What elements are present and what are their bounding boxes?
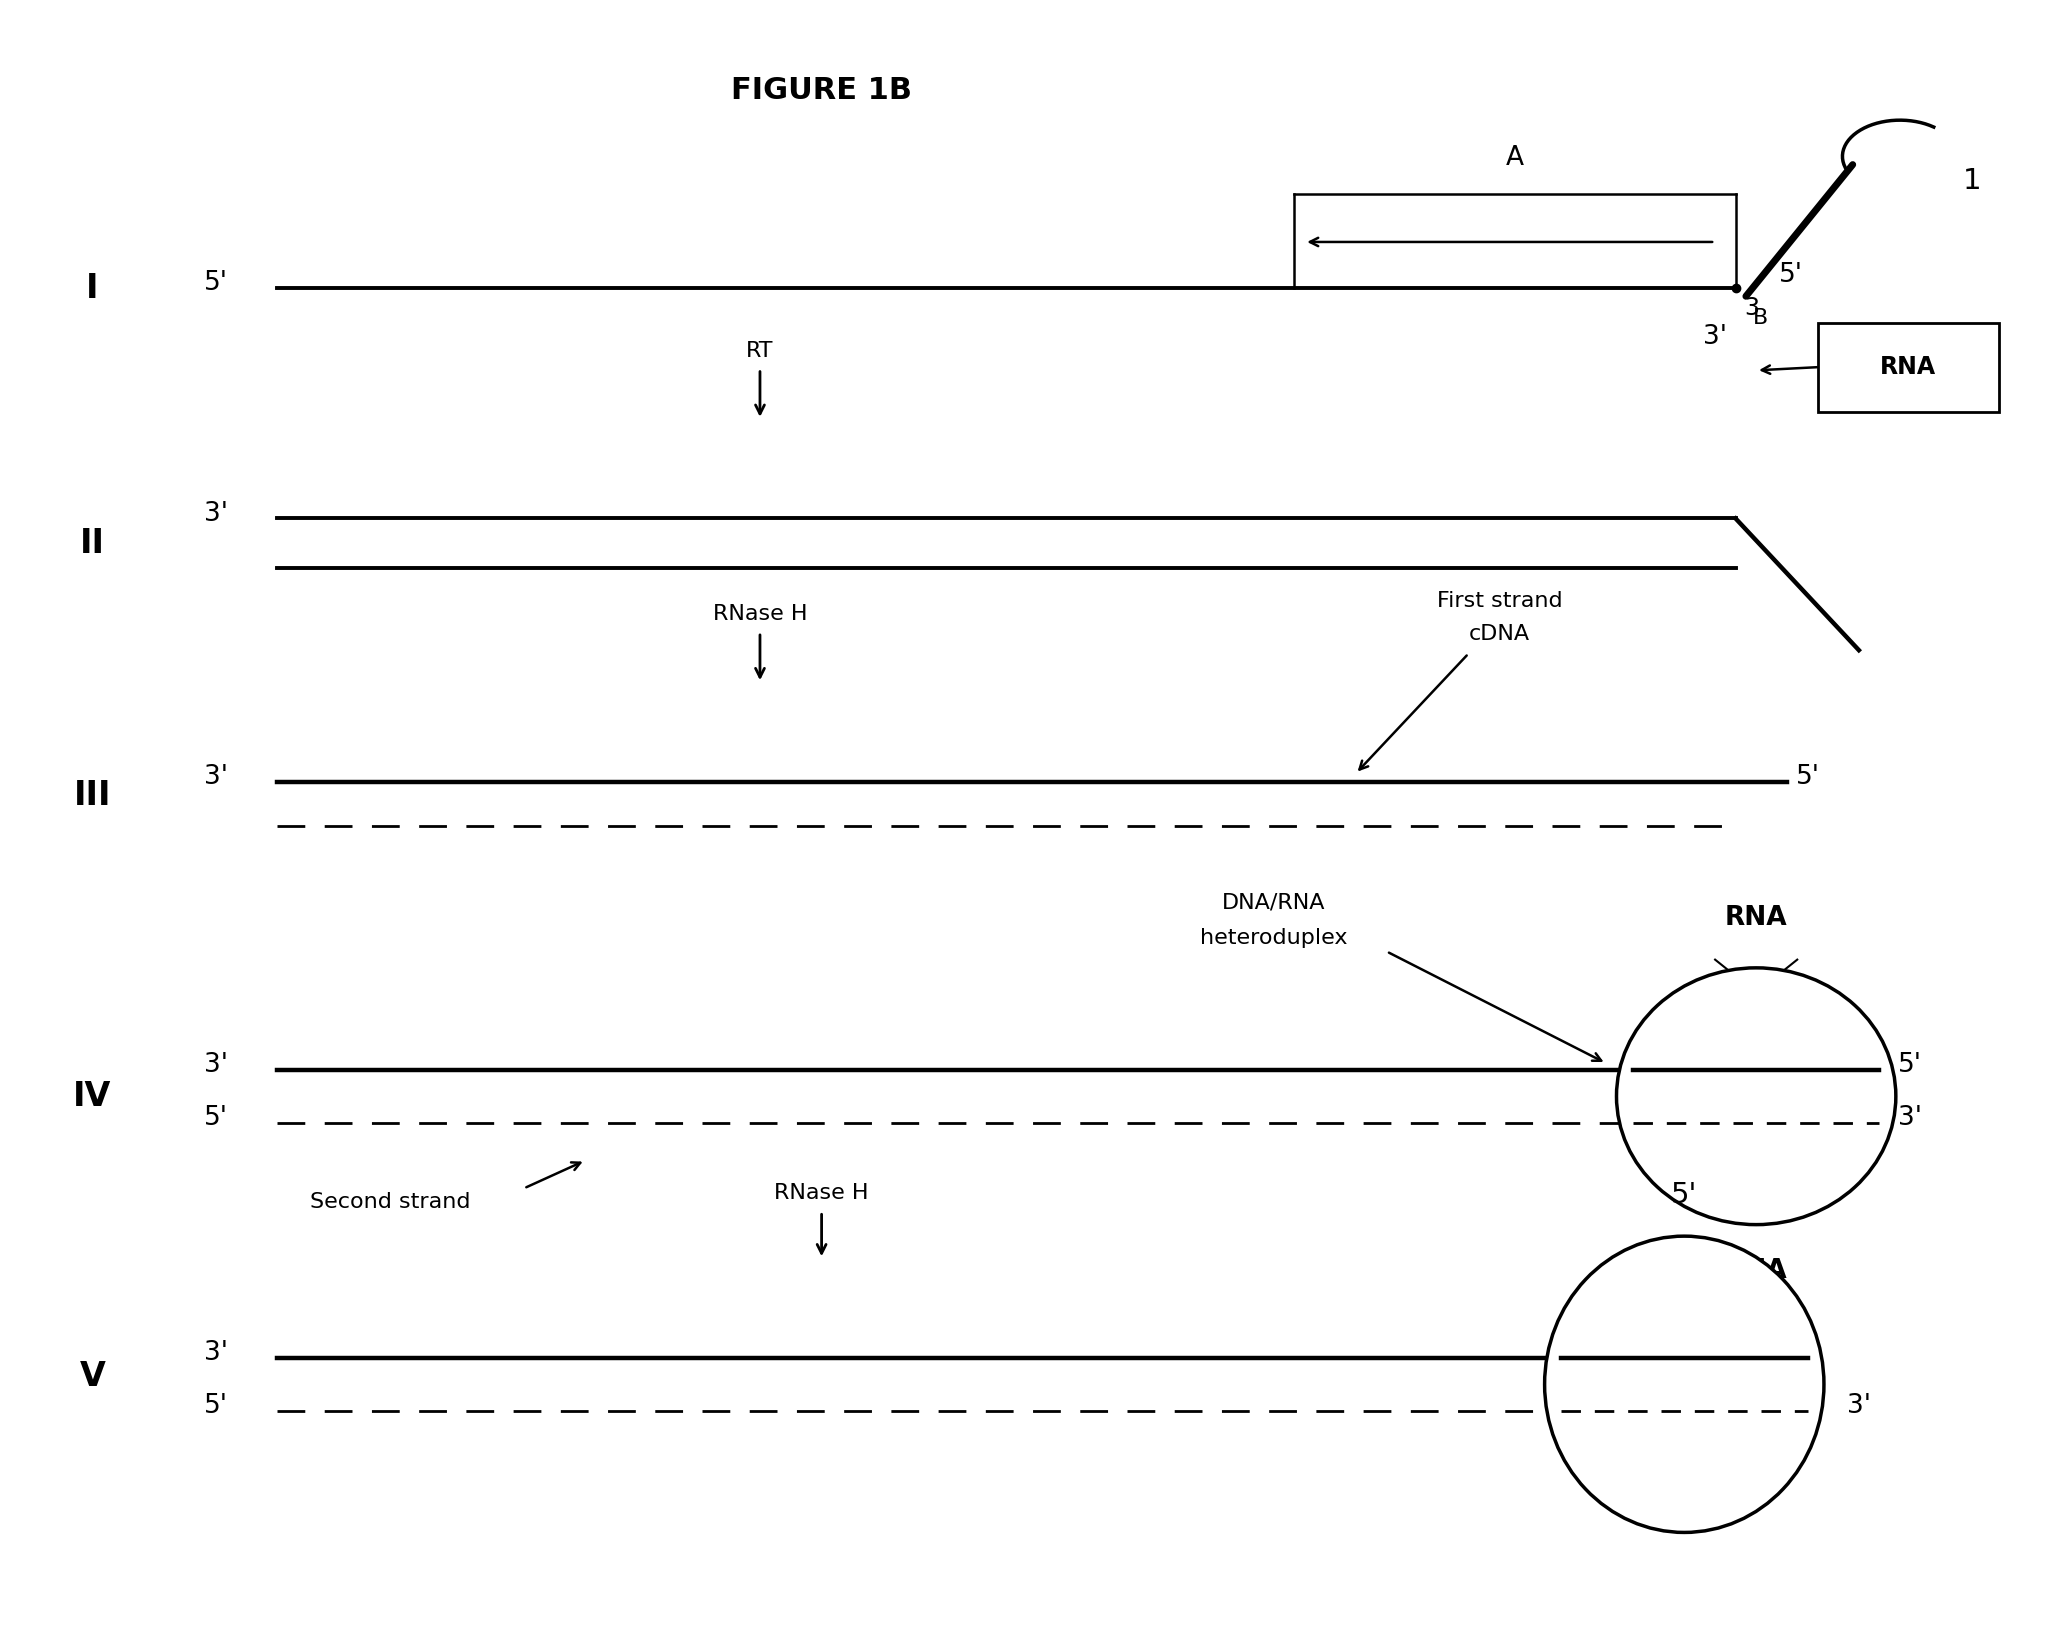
Text: RNase H: RNase H xyxy=(713,604,807,624)
Text: 1: 1 xyxy=(1962,166,1982,196)
Text: II: II xyxy=(80,527,105,560)
Text: 5': 5' xyxy=(203,270,228,296)
Text: Second strand: Second strand xyxy=(310,1192,470,1211)
Text: 5': 5' xyxy=(1795,764,1820,790)
Text: RNA: RNA xyxy=(1879,356,1937,379)
Text: 5': 5' xyxy=(1898,1052,1923,1078)
Ellipse shape xyxy=(1545,1236,1824,1532)
Text: RT: RT xyxy=(746,341,774,360)
Text: 3': 3' xyxy=(1703,324,1727,351)
Text: B: B xyxy=(1752,308,1768,328)
Text: 3: 3 xyxy=(1744,296,1760,319)
Text: DNA/RNA: DNA/RNA xyxy=(1222,892,1325,912)
Text: 5': 5' xyxy=(203,1104,228,1131)
Text: 3': 3' xyxy=(1847,1393,1871,1419)
Ellipse shape xyxy=(1616,968,1896,1225)
Text: RNA: RNA xyxy=(1725,905,1787,932)
Text: RNA: RNA xyxy=(1725,1258,1787,1284)
Text: heteroduplex: heteroduplex xyxy=(1200,928,1347,948)
Text: FIGURE 1B: FIGURE 1B xyxy=(731,76,912,105)
Text: First strand: First strand xyxy=(1436,591,1563,611)
Text: A: A xyxy=(1506,145,1524,171)
Text: III: III xyxy=(74,779,111,813)
Text: IV: IV xyxy=(74,1080,111,1113)
Text: 5': 5' xyxy=(203,1393,228,1419)
Text: 3': 3' xyxy=(1898,1104,1923,1131)
Text: 3': 3' xyxy=(203,764,228,790)
Text: 3': 3' xyxy=(203,1340,228,1366)
FancyBboxPatch shape xyxy=(1818,323,1999,412)
Text: 3': 3' xyxy=(203,500,228,527)
Text: cDNA: cDNA xyxy=(1469,624,1530,644)
Text: I: I xyxy=(86,272,99,305)
Text: RNase H: RNase H xyxy=(774,1183,869,1203)
Text: 3': 3' xyxy=(203,1052,228,1078)
Text: V: V xyxy=(80,1360,105,1393)
Text: 5': 5' xyxy=(1779,262,1803,288)
Text: 5': 5' xyxy=(1672,1180,1697,1210)
